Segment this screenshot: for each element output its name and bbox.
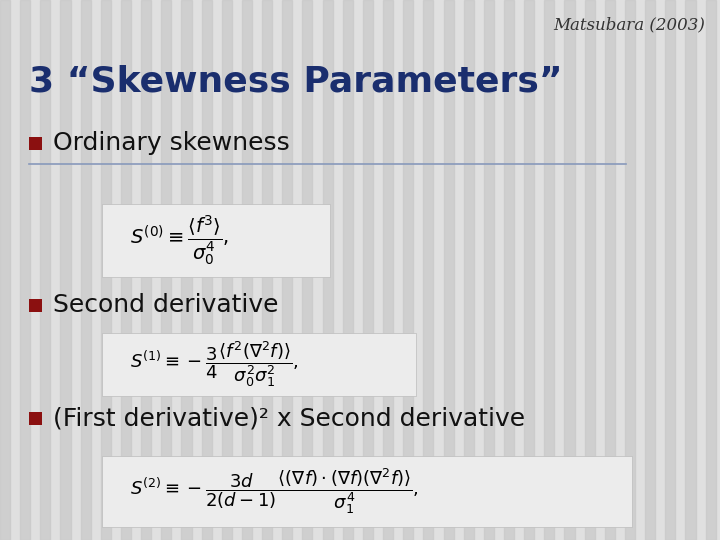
Bar — [81, 0, 91, 540]
Bar — [282, 0, 292, 540]
Bar — [222, 0, 232, 540]
Bar — [645, 0, 655, 540]
FancyBboxPatch shape — [102, 333, 416, 396]
Bar — [60, 0, 71, 540]
Bar — [665, 0, 675, 540]
Bar — [706, 0, 716, 540]
Bar — [625, 0, 635, 540]
Bar — [544, 0, 554, 540]
Bar — [0, 0, 10, 540]
Bar — [343, 0, 353, 540]
Bar — [504, 0, 514, 540]
Bar — [302, 0, 312, 540]
Bar — [524, 0, 534, 540]
FancyBboxPatch shape — [29, 412, 42, 425]
Bar — [423, 0, 433, 540]
Bar — [101, 0, 111, 540]
Bar — [262, 0, 272, 540]
Bar — [40, 0, 50, 540]
Bar — [685, 0, 696, 540]
Text: Ordinary skewness: Ordinary skewness — [53, 131, 289, 155]
Bar — [121, 0, 131, 540]
Text: Matsubara (2003): Matsubara (2003) — [554, 16, 706, 33]
FancyBboxPatch shape — [102, 456, 632, 527]
Bar — [585, 0, 595, 540]
Text: Second derivative: Second derivative — [53, 293, 278, 317]
Bar — [181, 0, 192, 540]
FancyBboxPatch shape — [29, 299, 42, 312]
Bar — [141, 0, 151, 540]
Bar — [242, 0, 252, 540]
Bar — [323, 0, 333, 540]
Bar — [484, 0, 494, 540]
Bar — [605, 0, 615, 540]
Bar — [20, 0, 30, 540]
Bar — [444, 0, 454, 540]
Text: $S^{(1)} \equiv -\dfrac{3}{4}\dfrac{\langle f^2(\nabla^2 f)\rangle}{\sigma_0^2\s: $S^{(1)} \equiv -\dfrac{3}{4}\dfrac{\lan… — [130, 340, 298, 389]
Bar — [363, 0, 373, 540]
FancyBboxPatch shape — [29, 137, 42, 150]
Text: $S^{(2)} \equiv -\dfrac{3d}{2(d-1)}\dfrac{\langle (\nabla f)\cdot(\nabla f)(\nab: $S^{(2)} \equiv -\dfrac{3d}{2(d-1)}\dfra… — [130, 467, 418, 516]
Bar — [161, 0, 171, 540]
Bar — [403, 0, 413, 540]
Bar — [564, 0, 575, 540]
FancyBboxPatch shape — [102, 204, 330, 277]
Text: (First derivative)² x Second derivative: (First derivative)² x Second derivative — [53, 407, 525, 430]
Text: $S^{(0)} \equiv \dfrac{\langle f^3 \rangle}{\sigma_0^4},$: $S^{(0)} \equiv \dfrac{\langle f^3 \rang… — [130, 213, 228, 267]
Text: 3 “Skewness Parameters”: 3 “Skewness Parameters” — [29, 65, 562, 99]
Bar — [202, 0, 212, 540]
Bar — [464, 0, 474, 540]
Bar — [383, 0, 393, 540]
